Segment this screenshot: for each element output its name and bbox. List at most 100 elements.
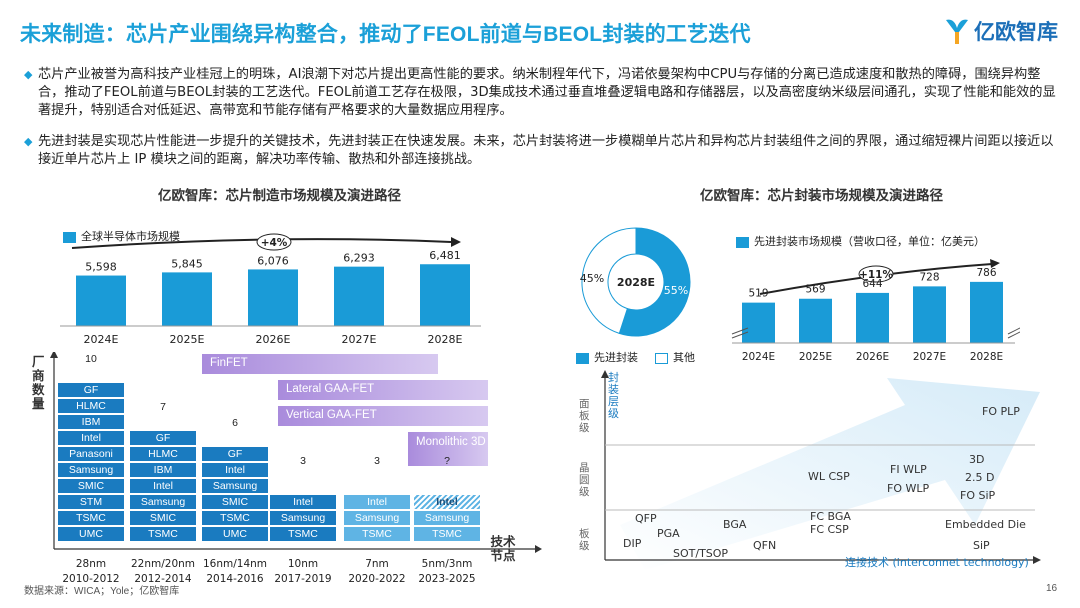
tech-band-finfet: FinFET: [202, 354, 438, 374]
vendor-cell: Samsung: [130, 495, 196, 509]
category-label: 2025E: [170, 333, 205, 346]
pie-legend-advanced: 先进封装: [594, 351, 638, 364]
evolution-arrow: [620, 378, 1040, 570]
pie-legend-other: 其他: [673, 351, 695, 364]
vendor-cell: UMC: [58, 527, 124, 541]
bar-2028E: [420, 264, 470, 326]
vendor-cell: GF: [130, 431, 196, 445]
legend-swatch: [63, 231, 76, 243]
node-years: 2014-2016: [206, 573, 264, 585]
vendor-cell: Samsung: [344, 511, 410, 525]
vendor-cell: TSMC: [130, 527, 196, 541]
tech-node-label: 22nm/20nm 2012-2014: [124, 557, 202, 587]
bullet-1: ◆ 芯片产业被誉为高科技产业桂冠上的明珠，AI浪潮下对芯片提出更高性能的要求。纳…: [24, 66, 1064, 121]
package-bar-chart: +11% 519 2024E 569 2025E 644 2026E 728 2027E 786 2…: [731, 259, 1020, 363]
node-size: 28nm: [75, 558, 107, 570]
package-type-fo-wlp: FO WLP: [887, 482, 930, 495]
bar-value-label: 5,845: [171, 257, 203, 270]
vendor-cell: Intel: [58, 431, 124, 445]
package-type-2-5-d: 2.5 D: [965, 471, 995, 484]
bar-2024E: [76, 275, 126, 326]
package-pie-chart: 55% 45% 2028E: [580, 227, 691, 337]
packaging-evolution-diagram: 封装层级 连接技术 (interconnet technology) 面板级 晶圆级板…: [575, 370, 1045, 570]
package-level-label: 面板级: [579, 398, 590, 434]
package-type-pga: PGA: [657, 527, 680, 540]
y-axis-arrow: [601, 370, 609, 378]
vendor-cell: Samsung: [202, 479, 268, 493]
package-type-fo-plp: FO PLP: [982, 405, 1020, 418]
growth-badge: [858, 265, 894, 283]
interconnect-axis-label: 连接技术 (interconnet technology): [845, 556, 1029, 569]
package-level-label: 晶圆级: [579, 462, 590, 498]
category-label: 2027E: [913, 351, 946, 363]
tech-node-label: 7nm 2020-2022: [338, 557, 416, 587]
tech-node-label: 16nm/14nm 2014-2016: [196, 557, 274, 587]
package-type-sot-tsop: SOT/TSOP: [673, 547, 729, 560]
category-label: 2024E: [84, 333, 119, 346]
vendor-cell: Samsung: [58, 463, 124, 477]
tech-node-axis-label: 技术节点: [490, 534, 516, 563]
bullet-text-2: 先进封装是实现芯片性能进一步提升的关键技术，先进封装正在快速发展。未来，芯片封装…: [38, 134, 1054, 168]
growth-arrow-head: [451, 237, 461, 247]
tech-node-label: 5nm/3nm 2023-2025: [408, 557, 486, 587]
package-level-axis-label: 封装层级: [608, 371, 619, 420]
y-axis-arrow: [50, 352, 58, 358]
pie-slice-label: 45%: [580, 272, 604, 285]
package-type-sip: SiP: [973, 539, 990, 552]
bar-value-label: 519: [748, 288, 768, 300]
left-legend-label: 全球半导体市场规模: [81, 230, 180, 243]
growth-badge: [256, 233, 292, 251]
node-size: 10nm: [287, 558, 319, 570]
tech-band-lateral-gaa-fet: Lateral GAA-FET: [278, 380, 488, 400]
node-size: 22nm/20nm: [130, 558, 196, 570]
category-label: 2025E: [799, 351, 832, 363]
vendor-cell: STM: [58, 495, 124, 509]
package-type-fc-bga: FC BGA: [810, 510, 851, 523]
vendor-cell: SMIC: [58, 479, 124, 493]
vendor-cell: UMC: [202, 527, 268, 541]
pie-center-label: 2028E: [617, 276, 655, 289]
growth-label: +4%: [261, 237, 288, 249]
vendor-cell: SMIC: [130, 511, 196, 525]
pie-slice-advanced: [618, 227, 691, 337]
package-type-fc-csp: FC CSP: [810, 523, 849, 536]
node-years: 2017-2019: [274, 573, 332, 585]
package-type-wl-csp: WL CSP: [808, 470, 850, 483]
brand-name: 亿欧智库: [974, 20, 1058, 44]
vendor-count-label: 7: [160, 401, 166, 413]
bar-value-label: 6,481: [429, 249, 461, 262]
package-type-3d: 3D: [969, 453, 985, 466]
right-chart-title: 亿欧智库：芯片封装市场规模及演进路径: [700, 188, 943, 204]
vendor-count-label: 3: [374, 455, 380, 467]
x-axis-arrow: [1033, 556, 1041, 564]
x-axis-arrow: [535, 545, 542, 553]
vendor-cell: TSMC: [202, 511, 268, 525]
axis-break: [731, 327, 1020, 339]
bar-value-label: 644: [862, 278, 882, 290]
bullet-2: ◆ 先进封装是实现芯片性能进一步提升的关键技术，先进封装正在快速发展。未来，芯片…: [24, 133, 1064, 169]
vendor-cell: Intel: [414, 495, 480, 509]
package-type-qfp: QFP: [635, 512, 657, 525]
right-legend-label: 先进封装市场规模（营收口径，单位：亿美元）: [754, 235, 985, 248]
legend-swatch: [736, 236, 749, 248]
tech-node-label: 28nm 2010-2012: [52, 557, 130, 587]
category-label: 2028E: [970, 351, 1003, 363]
node-years: 2010-2012: [62, 573, 120, 585]
category-label: 2027E: [342, 333, 377, 346]
vendor-cell: IBM: [130, 463, 196, 477]
vendor-count-label: 6: [232, 417, 238, 429]
growth-label: +11%: [859, 269, 893, 281]
legend-swatch-other: [655, 352, 668, 364]
package-type-qfn: QFN: [753, 539, 777, 552]
vendor-count-label: 10: [85, 353, 97, 365]
node-size: 7nm: [365, 558, 389, 570]
tech-band-vertical-gaa-fet: Vertical GAA-FET: [278, 406, 488, 426]
node-size: 5nm/3nm: [421, 558, 473, 570]
growth-arrow-head: [990, 259, 1000, 268]
category-label: 2026E: [256, 333, 291, 346]
tech-band-monolithic-3d: Monolithic 3D: [408, 432, 488, 466]
bar-2027E: [334, 266, 384, 326]
category-label: 2026E: [856, 351, 889, 363]
vendor-cell: TSMC: [344, 527, 410, 541]
vendor-cell: HLMC: [58, 399, 124, 413]
